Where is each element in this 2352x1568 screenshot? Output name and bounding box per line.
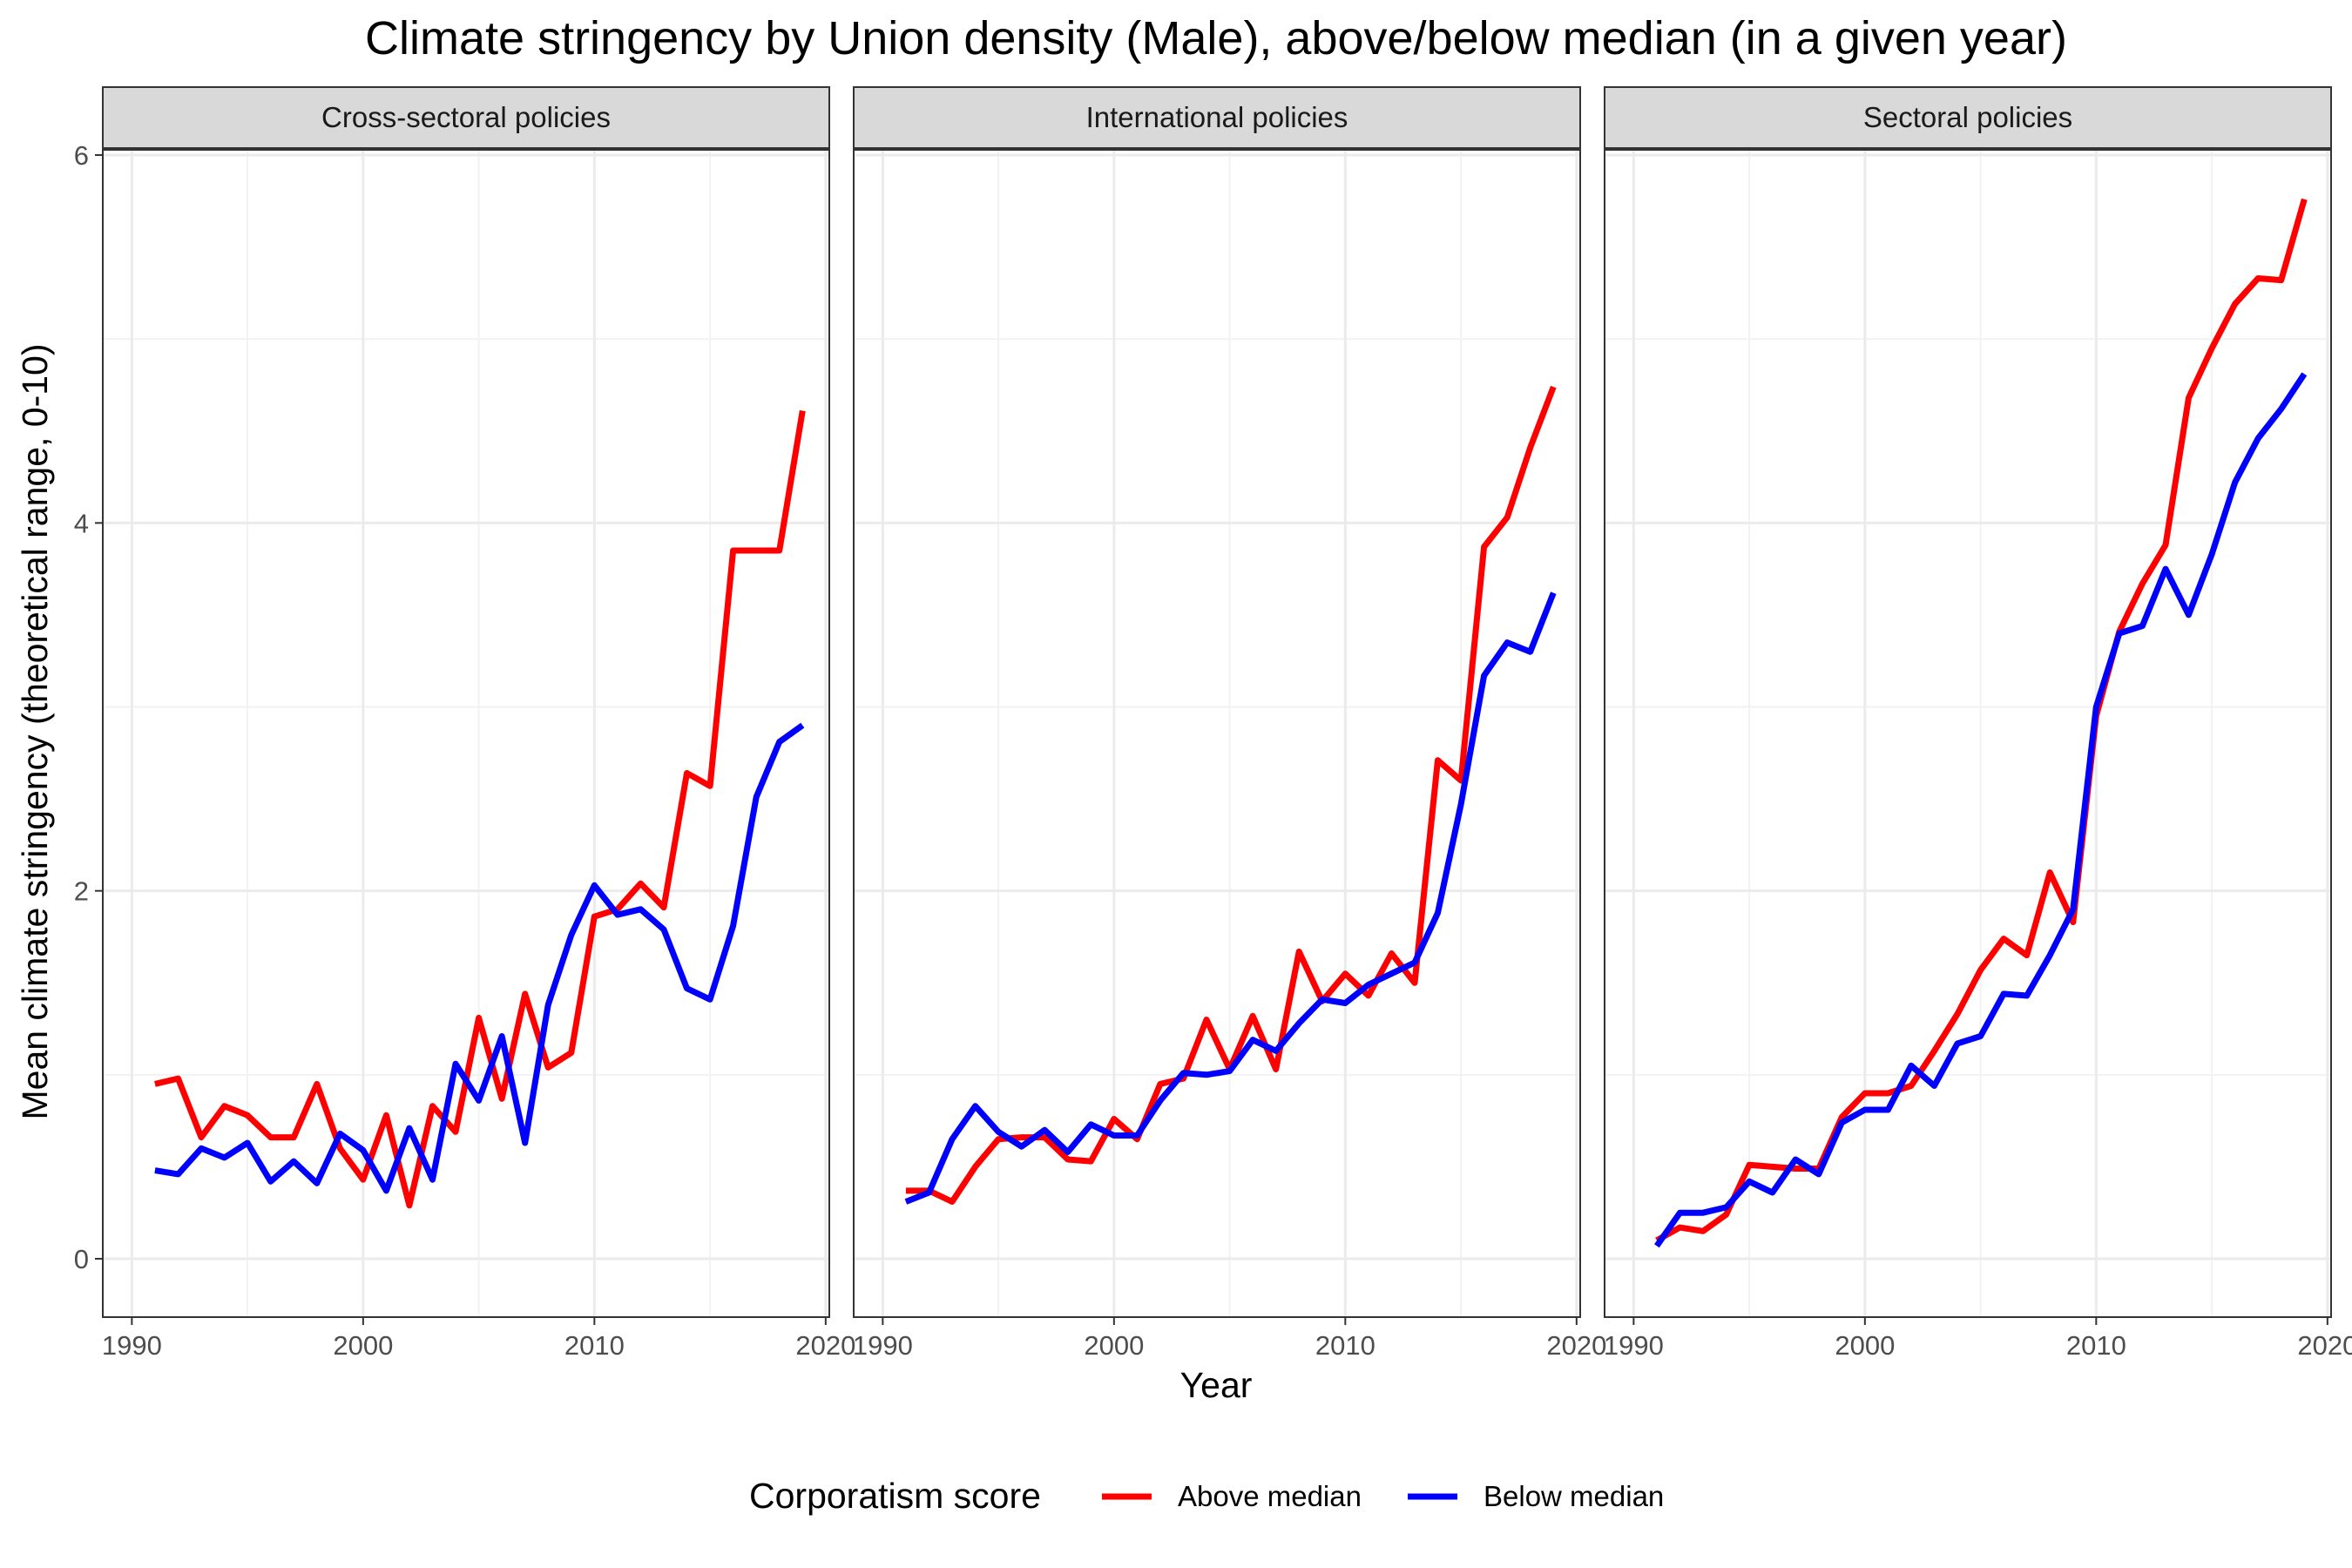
series-line-below-median (1654, 372, 2308, 1248)
facet-strip (1604, 86, 2332, 149)
panel-border (1604, 149, 2332, 1318)
y-tick-label: 6 (74, 140, 89, 171)
facet-strip-label: Cross-sectoral policies (321, 101, 611, 133)
panel-background (1605, 150, 2331, 1317)
y-tick-label: 2 (74, 876, 89, 907)
x-tick-label: 1990 (102, 1330, 162, 1361)
y-tick-label: 4 (74, 508, 89, 538)
x-tick-label: 2010 (564, 1330, 625, 1361)
panel-border (102, 149, 830, 1318)
panel-background (103, 150, 829, 1317)
facet-strip (102, 86, 830, 149)
panel-border (853, 149, 1581, 1318)
series-line-above-median (1655, 198, 2308, 1243)
x-tick-label: 1990 (1604, 1330, 1664, 1361)
facet-strip (853, 86, 1581, 149)
y-axis-title: Mean climate stringency (theoretical ran… (15, 343, 55, 1119)
x-tick-label: 2020 (1546, 1330, 1606, 1361)
legend-title: Corporatism score (749, 1476, 1041, 1516)
panel-cross-sectoral-policies: Cross-sectoral policies 1990 2000 2010 2020 0… (74, 86, 855, 1361)
x-tick-label: 2000 (333, 1330, 393, 1361)
panel-background (854, 150, 1580, 1317)
x-tick-label: 1990 (853, 1330, 913, 1361)
legend: Corporatism score Above median Below med… (749, 1476, 1664, 1516)
panel-sectoral-policies: Sectoral policies 1990 2000 2010 2020 (1604, 86, 2352, 1361)
panel-international-policies: International policies 1990 2000 2010 2020 (853, 86, 1606, 1361)
x-tick-label: 2020 (2297, 1330, 2352, 1361)
x-tick-label: 2020 (795, 1330, 855, 1361)
x-tick-label: 2000 (1084, 1330, 1144, 1361)
facet-strip-label: Sectoral policies (1863, 101, 2072, 133)
x-tick-label: 2000 (1835, 1330, 1895, 1361)
y-tick-label: 0 (74, 1244, 89, 1274)
chart-title: Climate stringency by Union density (Mal… (365, 12, 2067, 64)
x-axis-title: Year (1180, 1365, 1253, 1405)
series-line-below-median (904, 591, 1557, 1205)
facet-strip-label: International policies (1086, 101, 1348, 133)
legend-label-below-median: Below median (1484, 1480, 1664, 1512)
series-line-above-median (154, 409, 806, 1209)
series-line-below-median (154, 722, 805, 1194)
legend-label-above-median: Above median (1178, 1480, 1362, 1512)
x-tick-label: 2010 (1315, 1330, 1375, 1361)
x-tick-label: 2010 (2066, 1330, 2126, 1361)
